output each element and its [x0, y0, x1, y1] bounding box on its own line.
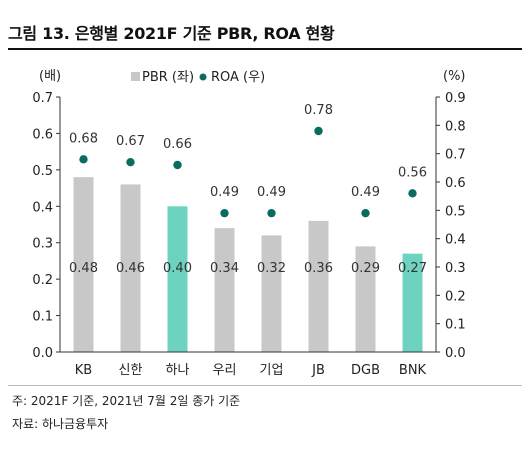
x-tick-label: JB [311, 363, 325, 378]
pbr-bar [167, 206, 188, 352]
left-tick-label: 0.4 [32, 200, 53, 215]
pbr-value-label: 0.40 [163, 261, 192, 276]
x-tick-label: 하나 [166, 363, 190, 378]
right-tick-label: 0.9 [445, 91, 466, 106]
roa-value-label: 0.49 [210, 185, 239, 200]
pbr-bar [261, 235, 282, 352]
left-tick-label: 0.5 [32, 164, 53, 179]
pbr-bar [308, 220, 329, 352]
title-divider [8, 48, 522, 50]
footer-divider [8, 385, 522, 386]
roa-marker [79, 155, 88, 164]
pbr-value-label: 0.27 [398, 261, 427, 276]
x-tick-label: BNK [399, 363, 427, 378]
pbr-bar [355, 246, 376, 352]
pbr-value-label: 0.48 [69, 261, 98, 276]
roa-value-label: 0.56 [398, 165, 427, 180]
pbr-value-label: 0.29 [351, 261, 380, 276]
roa-value-label: 0.67 [116, 134, 145, 149]
roa-value-label: 0.78 [304, 103, 333, 118]
figure-title: 그림 13. 은행별 2021F 기준 PBR, ROA 현황 [8, 24, 335, 43]
right-tick-label: 0.5 [445, 204, 466, 219]
legend-roa-label: ROA (우) [211, 70, 265, 85]
roa-marker [220, 208, 229, 218]
roa-marker [314, 126, 323, 136]
pbr-bar [214, 228, 235, 352]
left-tick-label: 0.2 [32, 273, 53, 288]
right-tick-label: 0.6 [445, 176, 466, 191]
roa-value-label: 0.49 [257, 185, 286, 200]
left-tick-label: 0.1 [32, 310, 53, 325]
roa-marker [267, 208, 276, 218]
left-axis-unit: (배) [39, 69, 61, 84]
right-tick-label: 0.1 [445, 318, 466, 333]
x-tick-label: 기업 [260, 363, 284, 378]
x-tick-label: 신한 [119, 363, 143, 378]
x-tick-label: 우리 [213, 363, 237, 378]
legend-pbr-label: PBR (좌) [142, 70, 194, 85]
axes: KB 신한 하나 우리 기업 JB DGB BNK0.00.10.20.30.40.50.60… [32, 69, 465, 378]
legend-roa-marker [199, 73, 207, 81]
pbr-bar [73, 177, 94, 352]
roa-marker [361, 208, 370, 218]
roa-value-label: 0.66 [163, 137, 192, 152]
right-tick-label: 0.2 [445, 289, 466, 304]
chart-note: 주: 2021F 기준, 2021년 7월 2일 종가 기준 [12, 394, 241, 408]
right-tick-label: 0.4 [445, 233, 466, 248]
right-tick-label: 0.7 [445, 148, 466, 163]
left-tick-label: 0.7 [32, 91, 53, 106]
pbr-value-label: 0.34 [210, 261, 239, 276]
right-tick-label: 0.3 [445, 261, 466, 276]
roa-marker [173, 160, 182, 170]
right-tick-label: 0.0 [445, 346, 466, 361]
x-tick-label: KB [75, 363, 92, 378]
roa-marker [408, 189, 417, 198]
pbr-value-label: 0.36 [304, 261, 333, 276]
chart-source: 자료: 하나금융투자 [12, 417, 109, 431]
pbr-bar [120, 184, 141, 352]
pbr-roa-chart: 0.48 0.46 0.40 0.34 0.32 0.36 0.29 0.27 0.68 0.6… [32, 69, 465, 378]
roa-labels: 0.68 0.67 0.66 0.49 0.49 0.78 0.49 0.56 [69, 103, 427, 200]
pbr-value-label: 0.46 [116, 261, 145, 276]
left-tick-label: 0.0 [32, 346, 53, 361]
right-tick-label: 0.8 [445, 119, 466, 134]
pbr-value-label: 0.32 [257, 261, 286, 276]
left-tick-label: 0.3 [32, 237, 53, 252]
legend: PBR (좌) ROA (우) [131, 70, 265, 85]
left-tick-label: 0.6 [32, 127, 53, 142]
pbr-bar [402, 253, 423, 352]
right-axis-unit: (%) [443, 69, 466, 84]
legend-pbr-swatch [131, 72, 140, 81]
x-tick-label: DGB [351, 363, 380, 378]
roa-value-label: 0.49 [351, 185, 380, 200]
roa-value-label: 0.68 [69, 131, 98, 146]
pbr-bars [73, 177, 423, 352]
roa-marker [126, 157, 135, 167]
pbr-bar-labels: 0.48 0.46 0.40 0.34 0.32 0.36 0.29 0.27 [69, 261, 427, 276]
roa-markers [79, 126, 417, 218]
